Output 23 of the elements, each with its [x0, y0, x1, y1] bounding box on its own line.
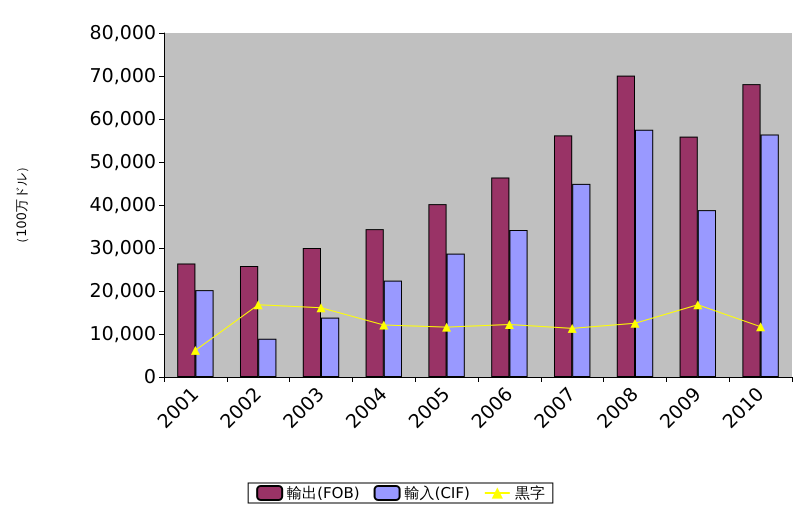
- y-tick-label: 40,000: [90, 194, 156, 216]
- y-tick-label: 60,000: [90, 108, 156, 130]
- y-axis-title: （100万ドル）: [15, 160, 30, 250]
- point: [316, 303, 326, 312]
- y-tick-label: 0: [144, 366, 156, 388]
- point: [630, 318, 640, 328]
- point: [756, 322, 766, 332]
- point: [379, 320, 388, 330]
- point: [504, 320, 514, 330]
- point: [190, 346, 200, 355]
- point: [254, 300, 263, 310]
- y-tick-label: 20,000: [90, 280, 156, 302]
- legend-label: 黒字: [514, 484, 545, 502]
- y-tick-label: 10,000: [90, 323, 156, 345]
- y-tick-label: 80,000: [90, 22, 156, 44]
- y-tick-label: 50,000: [90, 151, 156, 173]
- legend-label: 輸出(FOB): [287, 484, 360, 502]
- legend-label: 輸入(CIF): [404, 484, 470, 502]
- point: [442, 322, 452, 332]
- point: [693, 300, 702, 310]
- point: [568, 324, 577, 333]
- y-tick-label: 70,000: [90, 65, 156, 87]
- y-tick-label: 30,000: [90, 237, 156, 259]
